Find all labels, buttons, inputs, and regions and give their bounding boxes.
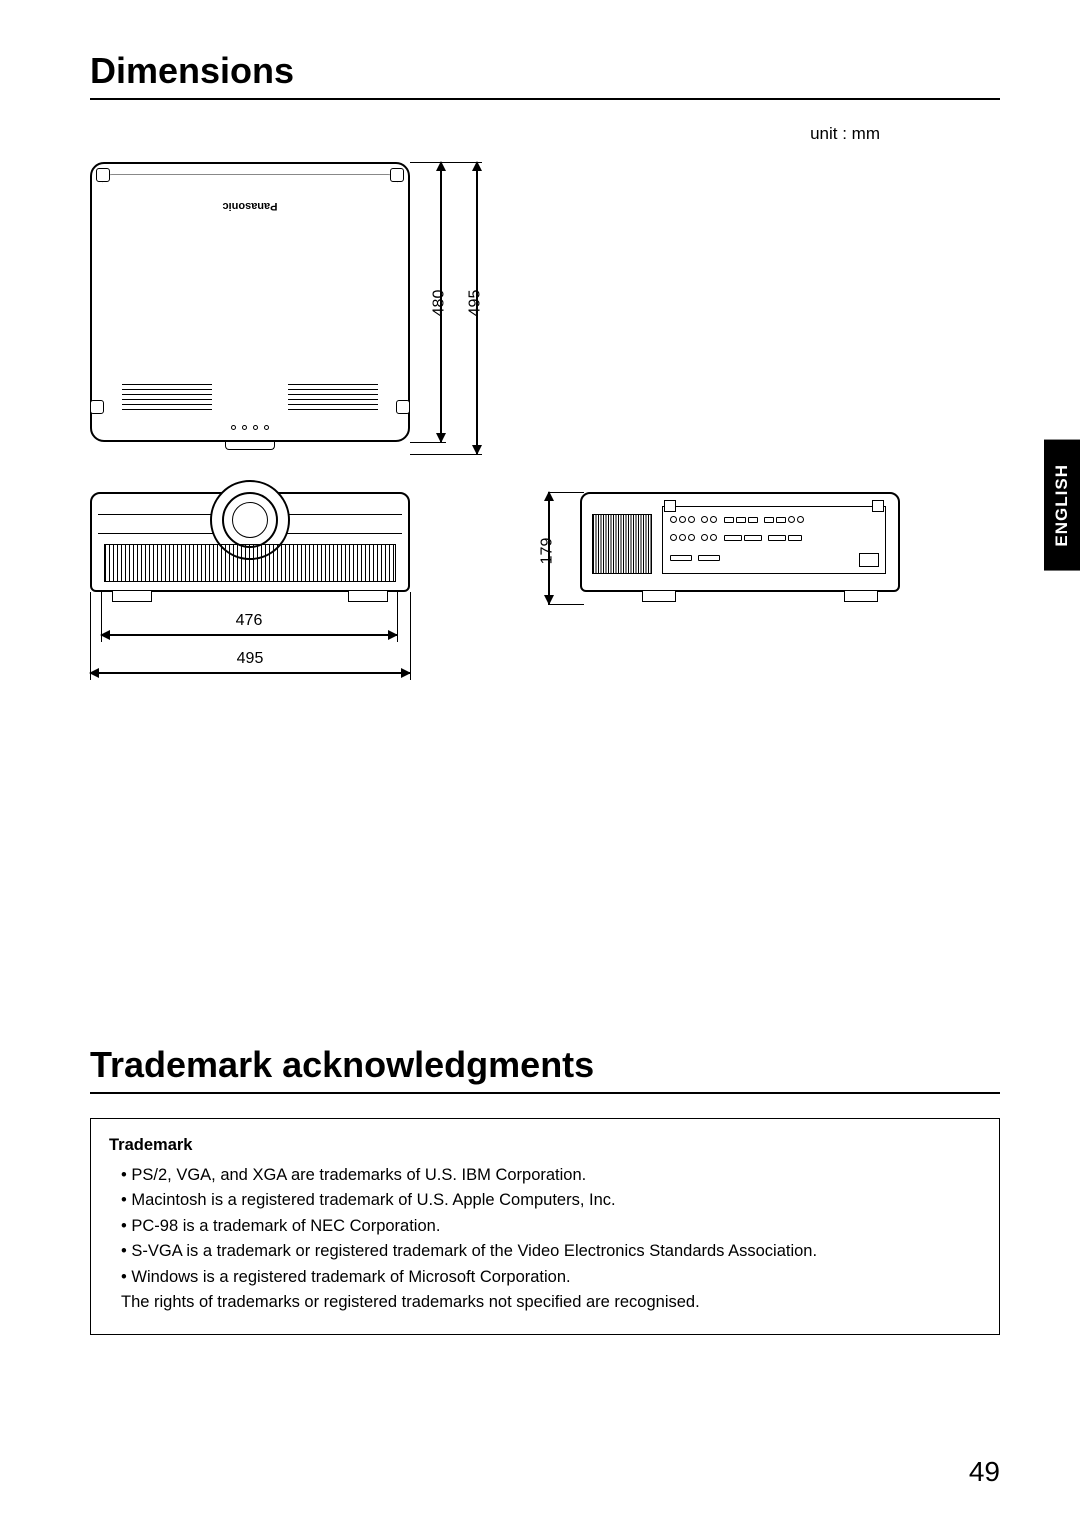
trademark-item: PS/2, VGA, and XGA are trademarks of U.S… (121, 1163, 981, 1189)
diagram-area: Panasonic 480 (90, 154, 1000, 774)
trademark-box: Trademark PS/2, VGA, and XGA are tradema… (90, 1118, 1000, 1335)
trademark-item: Macintosh is a registered trademark of U… (121, 1188, 981, 1214)
trademark-subheading: Trademark (109, 1133, 981, 1159)
dimension-value-480: 480 (430, 290, 448, 317)
trademark-item: PC-98 is a trademark of NEC Corporation. (121, 1214, 981, 1240)
projector-rear-view (580, 492, 900, 592)
projector-top-view: Panasonic (90, 162, 410, 442)
dimensions-heading: Dimensions (90, 50, 1000, 100)
dimension-value-495v: 495 (466, 290, 484, 317)
page-number: 49 (969, 1456, 1000, 1488)
dimension-line-width-476: 476 (101, 634, 397, 636)
trademark-item: Windows is a registered trademark of Mic… (121, 1265, 981, 1291)
unit-label: unit : mm (90, 124, 880, 144)
projector-front-view (90, 492, 410, 592)
dimension-value-179: 179 (538, 538, 556, 565)
dimension-value-476: 476 (236, 612, 263, 630)
trademark-note: The rights of trademarks or registered t… (109, 1290, 981, 1316)
dimension-value-495h: 495 (237, 650, 264, 668)
trademark-item: S-VGA is a trademark or registered trade… (121, 1239, 981, 1265)
trademark-heading: Trademark acknowledgments (90, 1044, 1000, 1094)
dimension-line-width-495: 495 (90, 672, 410, 674)
brand-logo: Panasonic (222, 200, 277, 212)
